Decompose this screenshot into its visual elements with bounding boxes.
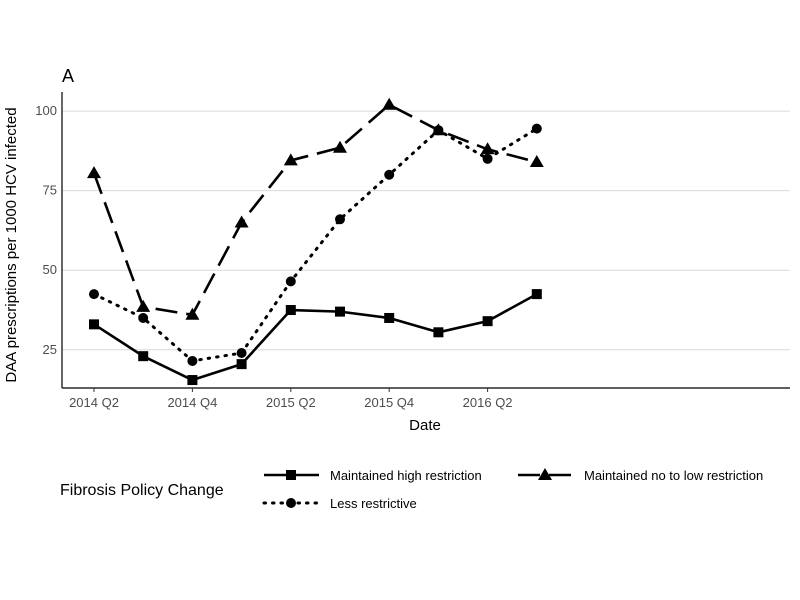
x-tick-label: 2015 Q4: [364, 395, 414, 410]
y-tick-label: 100: [35, 103, 57, 118]
data-point: [335, 306, 345, 317]
data-point: [433, 125, 444, 136]
data-point: [529, 155, 544, 168]
data-point: [236, 359, 247, 370]
data-point: [185, 307, 200, 320]
gridlines: [62, 110, 790, 351]
x-tick-label: 2014 Q4: [167, 395, 217, 410]
legend-label: Maintained no to low restriction: [584, 468, 763, 483]
data-point: [136, 299, 151, 312]
data-point: [433, 327, 444, 338]
data-point: [87, 166, 101, 179]
data-point: [482, 153, 493, 164]
series-line: [92, 127, 539, 363]
y-axis-title: DAA prescriptions per 1000 HCV infected: [3, 107, 20, 382]
data-point: [283, 153, 298, 166]
axes: [61, 92, 790, 392]
data-point: [285, 305, 296, 316]
series-lines: [87, 97, 544, 386]
data-point: [480, 142, 495, 155]
legend-marker: [286, 498, 296, 508]
data-point: [285, 276, 296, 287]
y-tick-label: 50: [43, 262, 57, 277]
data-point: [138, 351, 149, 362]
legend-item: Maintained no to low restriction: [518, 468, 763, 483]
data-point: [236, 347, 247, 358]
data-point: [382, 97, 397, 110]
data-point: [531, 123, 542, 134]
data-point: [187, 375, 198, 386]
series-line: [92, 103, 538, 317]
data-point: [384, 169, 395, 180]
data-point: [333, 140, 347, 153]
legend: Fibrosis Policy Change Maintained high r…: [60, 468, 763, 511]
y-tick-label: 25: [43, 342, 57, 357]
tick-labels: 25 50 75 100 2014 Q2 2014 Q4 2015 Q2 2015 Q4 201…: [35, 103, 512, 410]
data-point: [89, 319, 99, 330]
series-group: [87, 97, 544, 320]
x-tick-label: 2016 Q2: [463, 395, 513, 410]
x-tick-label: 2015 Q2: [266, 395, 316, 410]
data-point: [234, 215, 249, 228]
data-point: [531, 289, 542, 300]
legend-label: Less restrictive: [330, 496, 417, 511]
data-point: [482, 316, 493, 327]
x-axis-title: Date: [409, 417, 441, 434]
series-group: [89, 123, 542, 366]
legend-label: Maintained high restriction: [330, 468, 482, 483]
data-point: [138, 312, 149, 323]
legend-marker: [286, 470, 296, 480]
data-point: [89, 289, 99, 300]
panel-label: A: [62, 66, 74, 86]
data-point: [187, 355, 198, 366]
legend-title: Fibrosis Policy Change: [60, 482, 224, 499]
legend-marker: [538, 468, 552, 480]
series-group: [89, 289, 542, 386]
y-tick-label: 75: [43, 183, 57, 198]
legend-item: Maintained high restriction: [264, 468, 482, 483]
data-point: [335, 214, 345, 225]
x-tick-label: 2014 Q2: [69, 395, 119, 410]
series-line: [93, 292, 538, 382]
legend-item: Less restrictive: [262, 496, 417, 511]
data-point: [384, 312, 395, 323]
